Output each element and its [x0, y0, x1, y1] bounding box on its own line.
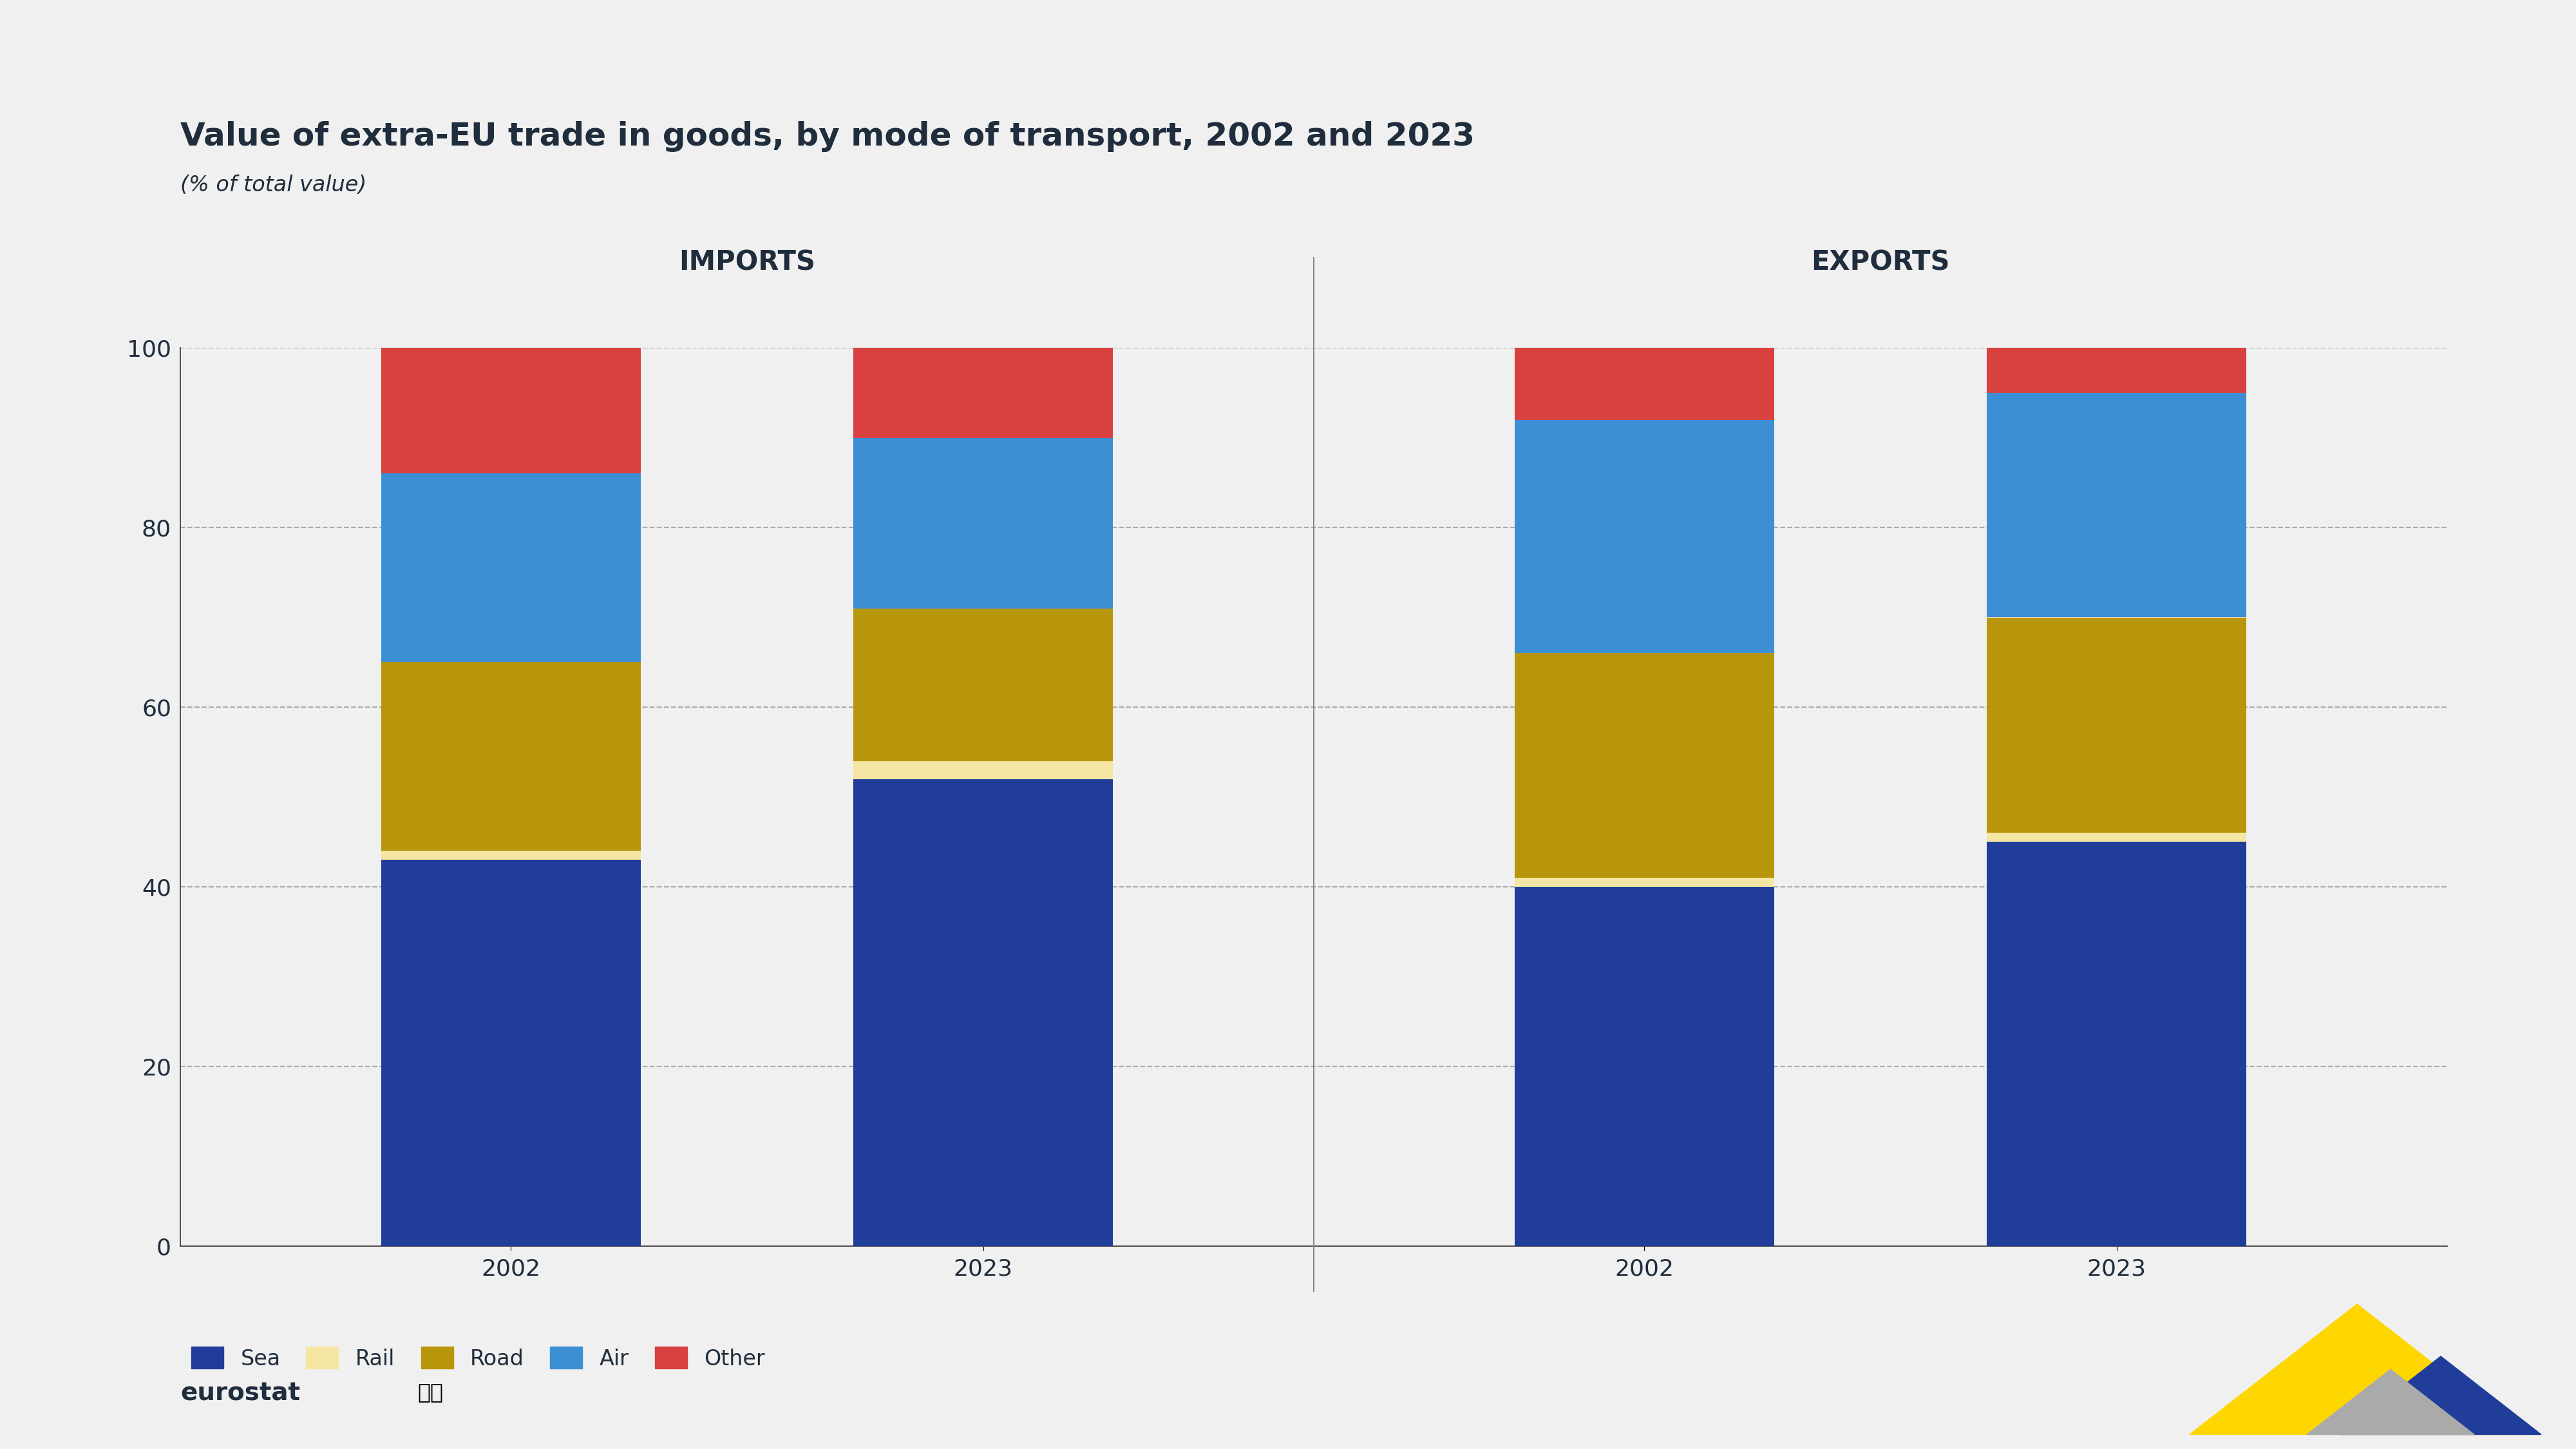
Bar — [853, 609, 1113, 761]
Legend: Sea, Rail, Road, Air, Other: Sea, Rail, Road, Air, Other — [191, 1346, 765, 1369]
Bar — [1515, 653, 1775, 878]
Text: eurostat: eurostat — [180, 1381, 299, 1406]
Text: EXPORTS: EXPORTS — [1811, 249, 1950, 275]
Bar — [381, 474, 641, 662]
Text: 🇪🇺: 🇪🇺 — [417, 1381, 443, 1403]
Bar — [381, 859, 641, 1246]
Bar — [381, 662, 641, 851]
Polygon shape — [2190, 1304, 2524, 1435]
Bar — [853, 761, 1113, 780]
Bar — [853, 438, 1113, 609]
Bar — [853, 348, 1113, 438]
Bar — [1515, 420, 1775, 653]
Bar — [853, 780, 1113, 1246]
Bar — [1986, 348, 2246, 393]
Text: IMPORTS: IMPORTS — [680, 249, 814, 275]
Text: (% of total value): (% of total value) — [180, 174, 366, 196]
Polygon shape — [2308, 1369, 2473, 1435]
Bar — [1515, 887, 1775, 1246]
Bar — [381, 851, 641, 859]
Bar — [1515, 878, 1775, 887]
Bar — [1986, 617, 2246, 833]
Bar — [1986, 833, 2246, 842]
Bar — [1986, 393, 2246, 617]
Bar — [381, 348, 641, 474]
Bar — [1986, 842, 2246, 1246]
Bar — [1515, 348, 1775, 420]
Text: Value of extra-EU trade in goods, by mode of transport, 2002 and 2023: Value of extra-EU trade in goods, by mod… — [180, 122, 1473, 152]
Polygon shape — [2339, 1356, 2540, 1435]
